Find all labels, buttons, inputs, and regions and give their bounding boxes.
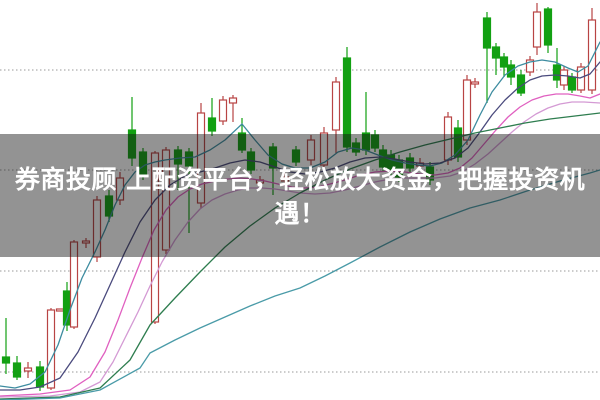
candle-up xyxy=(46,309,56,389)
candle-down xyxy=(482,17,492,49)
candle-down xyxy=(207,117,217,132)
candle-up xyxy=(55,308,65,312)
candle-up xyxy=(196,112,206,204)
candle-down xyxy=(499,56,509,68)
candle-up xyxy=(462,79,472,141)
candle-down xyxy=(567,76,577,91)
banner-text-line-2: 遇！ xyxy=(274,198,326,228)
ma-magenta xyxy=(0,93,600,397)
candle-up xyxy=(532,11,542,48)
candle-down xyxy=(342,57,352,148)
candle-down xyxy=(543,8,553,46)
candle-down xyxy=(491,46,501,59)
candle-up xyxy=(280,176,290,182)
candle-up xyxy=(81,240,91,244)
promo-banner: 券商投顾 上配资平台，轻松放大资金，把握投资机 遇！ xyxy=(0,134,600,257)
candle-up xyxy=(525,59,535,73)
candle-down xyxy=(184,151,194,167)
candle-up xyxy=(576,66,586,91)
candle-down xyxy=(104,195,114,217)
candle-down xyxy=(138,151,148,175)
candle-down xyxy=(173,149,183,165)
ma-fast-teal xyxy=(0,41,600,389)
ma-violet xyxy=(0,101,600,398)
candle-up xyxy=(69,241,79,328)
candle-up xyxy=(161,149,171,251)
candle-up xyxy=(331,81,341,131)
ma-darkgreen xyxy=(0,112,600,400)
candle-up xyxy=(92,199,102,258)
candle-down xyxy=(127,129,137,159)
ma-navy xyxy=(0,61,600,391)
candle-down xyxy=(291,149,301,163)
banner-text-line-1: 券商投顾 上配资平台，轻松放大资金，把握投资机 xyxy=(14,164,586,194)
candle-down xyxy=(370,134,380,149)
ma-cyan xyxy=(0,169,600,400)
candle-up xyxy=(587,19,597,91)
candle-up xyxy=(306,139,316,161)
candle-up xyxy=(559,69,569,86)
candle-up xyxy=(470,81,480,85)
candle-up xyxy=(150,152,160,323)
candle-down xyxy=(425,166,435,181)
candle-down xyxy=(237,132,247,151)
candle-up xyxy=(23,367,33,372)
candle-down xyxy=(12,362,22,378)
candle-down xyxy=(35,366,45,388)
candle-down xyxy=(453,127,463,158)
candle-up xyxy=(218,99,228,122)
candle-down xyxy=(1,356,11,364)
candle-down xyxy=(552,64,562,81)
candle-up xyxy=(319,132,329,166)
candle-up xyxy=(228,97,238,104)
